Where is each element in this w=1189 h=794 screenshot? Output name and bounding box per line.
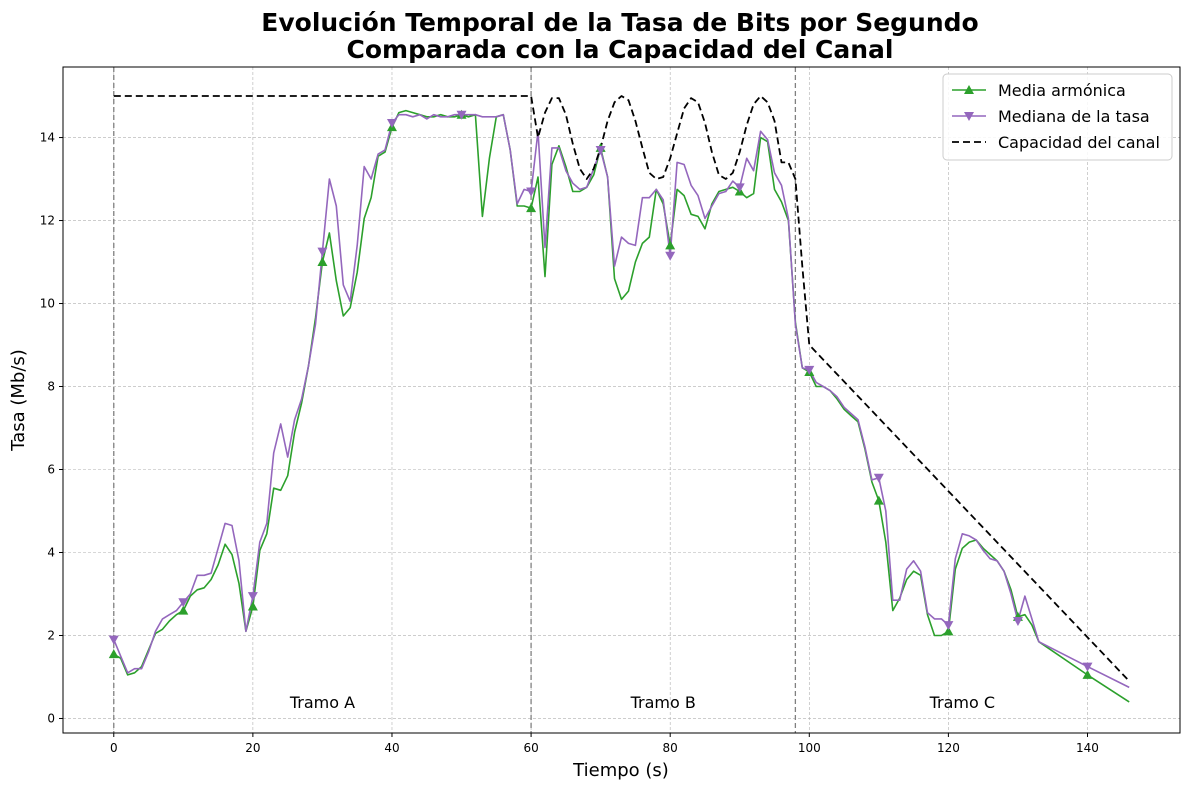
data-point-marker — [1082, 669, 1093, 679]
data-point-marker — [247, 592, 258, 602]
data-point-marker — [804, 365, 815, 375]
data-point-marker — [526, 203, 537, 213]
data-point-marker — [1012, 616, 1023, 626]
data-point-marker — [178, 598, 189, 608]
y-tick-label: 4 — [47, 545, 55, 559]
data-point-marker — [108, 635, 119, 645]
legend-box — [942, 73, 1173, 161]
legend: Media armónica Mediana de la tasa Capacida… — [942, 73, 1173, 161]
y-axis-label: Tasa (Mb/s) — [8, 349, 29, 452]
x-tick-label: 100 — [798, 741, 821, 755]
data-point-marker — [595, 145, 606, 155]
y-tick-label: 0 — [47, 711, 55, 725]
legend-marker — [964, 112, 974, 121]
segment-label: Tramo A — [289, 693, 355, 712]
x-tick-label: 80 — [663, 741, 678, 755]
series-line — [113, 113, 1130, 689]
x-tick-label: 60 — [523, 741, 538, 755]
data-point-marker — [317, 247, 328, 257]
data-point-marker — [108, 649, 119, 659]
x-tick-label: 40 — [384, 741, 399, 755]
data-point-marker — [943, 626, 954, 636]
series-lines — [113, 95, 1130, 703]
series-line — [113, 95, 1130, 682]
gridlines — [63, 67, 1180, 733]
data-point-marker — [317, 257, 328, 267]
series-line — [113, 109, 1130, 703]
y-tick-label: 8 — [47, 380, 55, 394]
data-point-marker — [665, 240, 676, 250]
data-point-marker — [247, 601, 258, 611]
axis-ticks: 0 20 40 60 80 100 120 140 0 2 4 6 8 10 12 14 — [40, 131, 1099, 755]
legend-label: Media armónica — [998, 81, 1126, 100]
x-tick-label: 120 — [937, 741, 960, 755]
data-point-marker — [1082, 662, 1093, 672]
y-tick-label: 12 — [40, 214, 55, 228]
plot-frame — [62, 66, 1181, 734]
chart-title-line-1: Evolución Temporal de la Tasa de Bits po… — [261, 8, 978, 37]
y-tick-label: 6 — [47, 463, 55, 477]
y-tick-label: 2 — [47, 628, 55, 642]
segment-dividers — [113, 67, 797, 733]
segment-label: Tramo B — [630, 693, 696, 712]
x-axis-label: Tiempo (s) — [572, 760, 669, 781]
data-point-marker — [665, 251, 676, 261]
data-point-marker — [943, 621, 954, 631]
data-point-marker — [386, 119, 397, 129]
data-point-marker — [873, 495, 884, 505]
y-tick-label: 14 — [40, 131, 55, 145]
y-tick-label: 10 — [40, 297, 55, 311]
series-markers — [108, 109, 1093, 679]
legend-marker — [964, 85, 974, 94]
x-tick-label: 140 — [1076, 741, 1099, 755]
data-point-marker — [734, 183, 745, 193]
legend-label: Capacidad del canal — [998, 133, 1160, 152]
chart-title-line-2: Comparada con la Capacidad del Canal — [347, 35, 894, 64]
segment-label: Tramo C — [929, 693, 995, 712]
data-point-marker — [526, 187, 537, 197]
legend-label: Mediana de la tasa — [998, 107, 1150, 126]
data-point-marker — [456, 110, 467, 120]
x-tick-label: 20 — [245, 741, 260, 755]
segment-annotations: Tramo A Tramo B Tramo C — [289, 693, 995, 712]
data-point-marker — [873, 473, 884, 483]
data-point-marker — [178, 605, 189, 615]
x-tick-label: 0 — [110, 741, 118, 755]
